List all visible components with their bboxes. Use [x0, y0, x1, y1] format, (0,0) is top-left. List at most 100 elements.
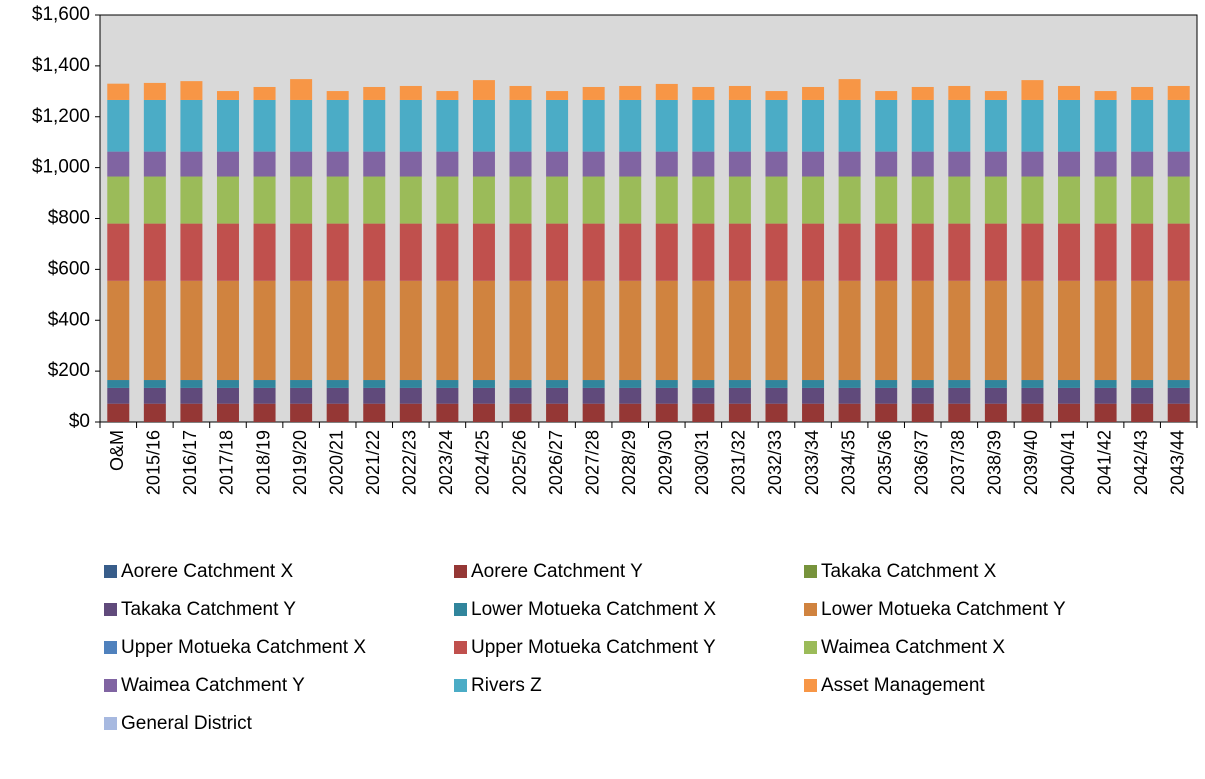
bar-segment [655, 176, 678, 224]
bar-segment [619, 151, 642, 177]
legend-label: Takaka Catchment Y [121, 599, 296, 620]
bar-segment [436, 387, 459, 404]
bar-segment [107, 99, 130, 152]
x-tick-label: 2017/18 [217, 430, 237, 495]
bar-segment [1058, 403, 1081, 422]
bar-segment [1167, 151, 1190, 177]
bar-segment [692, 380, 715, 388]
bar-segment [765, 99, 788, 152]
bar-segment [546, 99, 569, 152]
legend-swatch [454, 603, 467, 616]
bar-segment [1131, 403, 1154, 422]
bar-segment [290, 387, 313, 404]
bar-segment [1058, 280, 1081, 381]
bar-segment [1021, 176, 1044, 224]
x-tick-label: 2020/21 [326, 430, 346, 495]
bar-segment [143, 380, 166, 388]
bar-segment [802, 151, 825, 177]
bar-segment [363, 280, 386, 381]
bar-segment [253, 403, 276, 422]
y-tick-label: $0 [69, 411, 90, 432]
x-tick-label: 2015/16 [144, 430, 164, 495]
bar-segment [765, 403, 788, 422]
bar-segment [838, 223, 861, 281]
bar-segment [692, 99, 715, 152]
bar-segment [911, 86, 934, 100]
bar-segment [838, 380, 861, 388]
bar-segment [326, 99, 349, 152]
y-tick-label: $1,000 [32, 157, 90, 178]
bar-segment [1131, 151, 1154, 177]
bar-segment [1058, 223, 1081, 281]
bar-segment [1094, 151, 1117, 177]
bar-segment [326, 280, 349, 381]
x-tick-label: 2025/26 [509, 430, 529, 495]
bar-segment [399, 85, 422, 100]
bar-segment [582, 86, 605, 100]
bar-segment [509, 99, 532, 152]
bar-segment [509, 280, 532, 381]
bar-segment [838, 280, 861, 381]
bar-segment [363, 403, 386, 422]
x-tick-label: 2030/31 [692, 430, 712, 495]
bar-segment [1167, 280, 1190, 381]
bar-segment [619, 99, 642, 152]
bar-segment [546, 91, 569, 100]
bar-segment [728, 380, 751, 388]
bar-segment [290, 403, 313, 422]
y-tick-label: $1,400 [32, 55, 90, 76]
bar-segment [655, 223, 678, 281]
bar-segment [1058, 151, 1081, 177]
x-tick-label: 2038/39 [985, 430, 1005, 495]
bar-segment [180, 387, 203, 404]
bar-segment [1058, 387, 1081, 404]
x-tick-label: 2039/40 [1021, 430, 1041, 495]
bar-segment [253, 86, 276, 100]
bar-segment [399, 403, 422, 422]
bar-segment [875, 223, 898, 281]
bar-segment [692, 387, 715, 404]
bar-segment [1021, 99, 1044, 152]
bar-segment [143, 176, 166, 224]
bar-segment [472, 403, 495, 422]
bar-segment [948, 151, 971, 177]
bar-segment [619, 387, 642, 404]
bar-segment [875, 387, 898, 404]
bar-segment [984, 176, 1007, 224]
x-tick-label: 2034/35 [838, 430, 858, 495]
bar-segment [509, 223, 532, 281]
bar-segment [875, 176, 898, 224]
x-tick-label: 2026/27 [546, 430, 566, 495]
legend-swatch [454, 641, 467, 654]
bar-segment [363, 223, 386, 281]
bar-segment [1131, 387, 1154, 404]
bar-segment [655, 151, 678, 177]
bar-segment [472, 99, 495, 152]
bar-segment [216, 387, 239, 404]
bar-segment [802, 380, 825, 388]
bar-segment [180, 151, 203, 177]
bar-segment [728, 85, 751, 100]
bar-segment [436, 151, 459, 177]
bar-segment [363, 99, 386, 152]
bar-segment [107, 151, 130, 177]
bar-segment [399, 176, 422, 224]
bar-segment [765, 91, 788, 100]
x-tick-label: 2022/23 [400, 430, 420, 495]
bar-segment [1021, 403, 1044, 422]
x-tick-label: 2037/38 [948, 430, 968, 495]
bar-segment [1131, 280, 1154, 381]
bar-segment [582, 99, 605, 152]
bar-segment [180, 380, 203, 388]
bar-segment [655, 403, 678, 422]
bar-segment [911, 403, 934, 422]
bar-segment [728, 176, 751, 224]
legend-swatch [104, 717, 117, 730]
bar-segment [326, 403, 349, 422]
x-tick-label: 2033/34 [802, 430, 822, 495]
bar-segment [984, 223, 1007, 281]
bar-segment [290, 380, 313, 388]
bar-segment [1131, 99, 1154, 152]
bar-segment [984, 91, 1007, 100]
bar-segment [728, 403, 751, 422]
